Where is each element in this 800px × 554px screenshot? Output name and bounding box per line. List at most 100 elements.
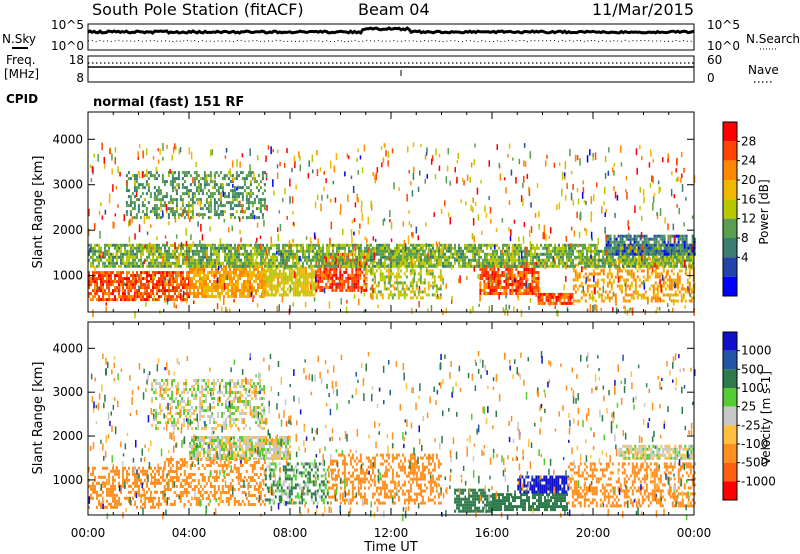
data-cell xyxy=(124,264,126,268)
data-cell xyxy=(574,275,577,279)
data-cell xyxy=(479,292,482,295)
data-cell xyxy=(341,252,344,256)
data-cell xyxy=(320,246,322,250)
data-cell xyxy=(626,258,628,262)
data-cell xyxy=(659,237,662,241)
data-cell xyxy=(629,252,632,256)
data-cell xyxy=(126,264,128,268)
data-cell xyxy=(323,285,326,289)
data-cell xyxy=(371,266,374,270)
data-cell xyxy=(546,246,548,250)
data-cell xyxy=(140,298,142,302)
data-cell xyxy=(686,278,689,282)
data-cell xyxy=(667,252,670,256)
data-cell xyxy=(401,293,404,297)
data-cell xyxy=(371,278,374,282)
data-cell xyxy=(604,290,607,294)
data-cell xyxy=(420,246,422,250)
data-cell xyxy=(215,201,218,205)
data-cell xyxy=(256,249,258,253)
data-cell xyxy=(644,278,647,282)
data-cell xyxy=(512,252,514,256)
data-cell xyxy=(155,177,158,181)
data-cell xyxy=(304,272,307,276)
data-cell xyxy=(618,275,621,279)
data-cell xyxy=(662,269,665,273)
data-cell xyxy=(171,177,174,181)
data-cell xyxy=(259,295,261,298)
data-cell xyxy=(664,261,666,265)
data-cell xyxy=(640,281,643,285)
data-cell xyxy=(574,299,577,303)
data-cell xyxy=(286,249,288,253)
data-cell xyxy=(221,280,223,283)
data-cell xyxy=(693,252,696,256)
data-cell xyxy=(493,271,496,274)
data-cell xyxy=(649,252,652,256)
data-cell xyxy=(200,258,202,262)
data-cell xyxy=(626,284,629,288)
data-cell xyxy=(508,246,510,250)
data-cell xyxy=(580,243,582,247)
data-cell xyxy=(692,255,694,259)
data-cell xyxy=(106,280,108,284)
data-cell xyxy=(605,234,607,242)
data-cell xyxy=(225,271,227,274)
data-cell xyxy=(195,213,198,217)
data-cell xyxy=(419,269,422,273)
data-cell xyxy=(253,201,256,205)
data-cell xyxy=(166,255,168,259)
data-cell xyxy=(251,192,254,196)
data-cell xyxy=(298,290,301,294)
data-cell xyxy=(90,246,92,250)
data-cell xyxy=(514,261,516,265)
data-cell xyxy=(188,274,190,278)
data-cell xyxy=(538,252,540,256)
data-cell xyxy=(626,269,629,273)
data-cell xyxy=(263,183,266,187)
data-cell xyxy=(676,275,679,279)
data-cell xyxy=(574,264,576,268)
data-cell xyxy=(213,295,215,298)
data-cell xyxy=(676,287,679,291)
data-cell xyxy=(284,249,286,253)
data-cell xyxy=(176,261,178,265)
data-cell xyxy=(131,207,134,211)
data-cell xyxy=(149,210,152,214)
data-cell xyxy=(233,189,236,193)
data-cell xyxy=(387,257,390,261)
data-cell xyxy=(157,207,160,211)
data-cell xyxy=(110,283,112,287)
data-cell xyxy=(266,290,269,294)
data-cell xyxy=(580,290,583,294)
data-cell xyxy=(156,246,158,250)
data-cell xyxy=(357,276,360,280)
data-cell xyxy=(104,264,106,268)
data-cell xyxy=(209,210,212,214)
data-cell xyxy=(622,266,625,270)
data-cell xyxy=(400,243,402,247)
data-cell xyxy=(278,293,281,297)
data-cell xyxy=(112,271,114,275)
data-cell xyxy=(143,186,146,190)
data-cell xyxy=(331,279,334,283)
data-cell xyxy=(191,201,194,205)
data-cell xyxy=(365,266,367,274)
data-cell xyxy=(96,298,98,302)
data-cell xyxy=(604,249,606,253)
data-cell xyxy=(118,292,120,296)
data-cell xyxy=(124,261,126,265)
data-cell xyxy=(676,293,679,297)
data-cell xyxy=(416,243,418,247)
data-cell xyxy=(128,292,130,296)
data-cell xyxy=(679,252,682,256)
data-cell xyxy=(655,240,658,244)
data-cell xyxy=(338,255,340,259)
data-cell xyxy=(246,255,248,259)
data-cell xyxy=(410,255,412,259)
data-cell xyxy=(430,243,432,247)
data-cell xyxy=(516,249,518,253)
data-cell xyxy=(620,290,623,294)
data-cell xyxy=(594,246,596,250)
data-cell xyxy=(419,296,422,300)
